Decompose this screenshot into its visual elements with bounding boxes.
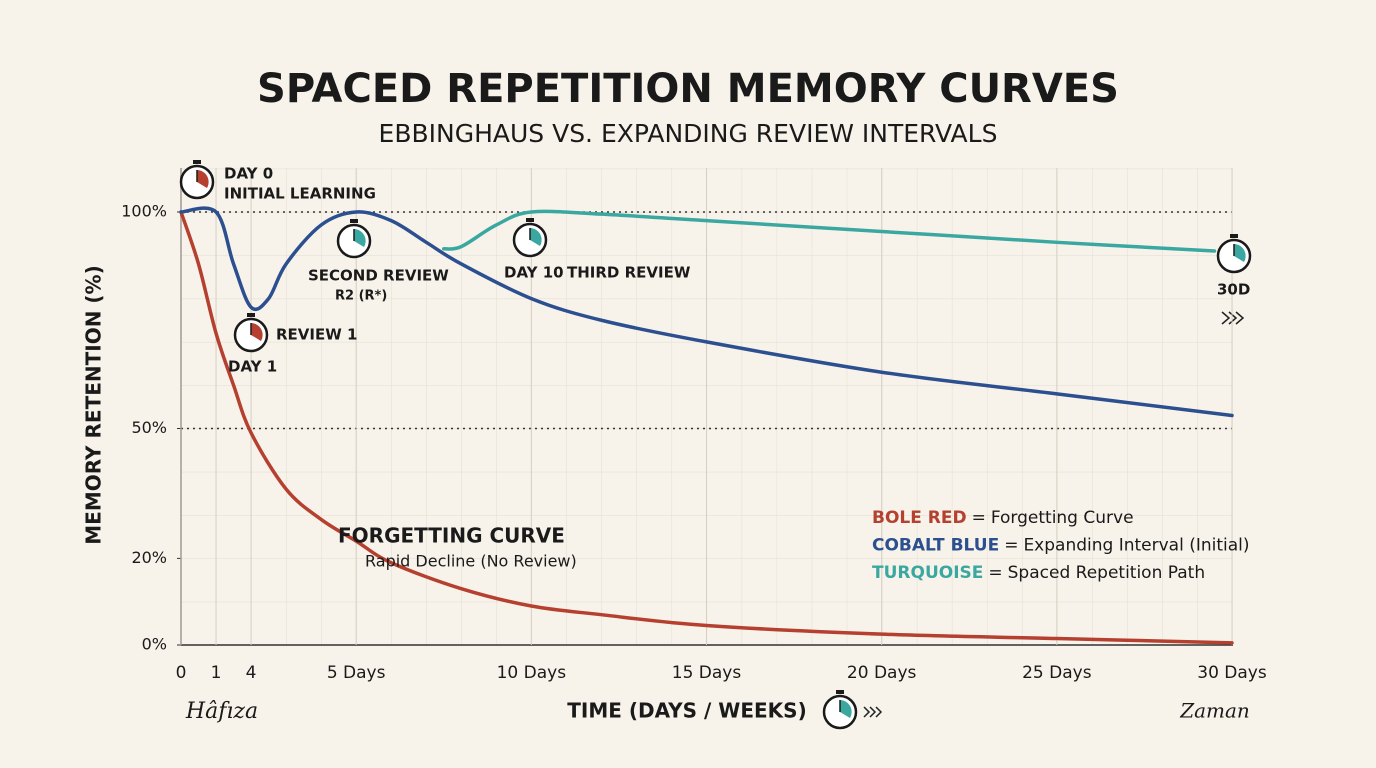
x-tick-label: 1	[211, 663, 222, 683]
stopwatch-icon	[512, 218, 548, 258]
x-tick-label: 25 Days	[1022, 663, 1092, 683]
stopwatch-sector	[354, 229, 366, 247]
stopwatch-sector	[530, 228, 542, 246]
annotation: DAY 10	[504, 264, 564, 282]
legend-separator: =	[1004, 536, 1018, 556]
stopwatch-icon	[822, 690, 858, 730]
stopwatch-button	[350, 219, 358, 223]
x-tick-label: 0	[176, 663, 187, 683]
stopwatch-icon	[336, 219, 372, 259]
annotation: THIRD REVIEW	[567, 264, 691, 282]
annotation: 30D	[1217, 281, 1250, 299]
series-line	[179, 210, 1234, 645]
x-axis-label: TIME (DAYS / WEEKS)	[567, 699, 806, 723]
legend-entry: TURQUOISE = Spaced Repetition Path	[872, 563, 1205, 583]
x-tick-label: 5 Days	[327, 663, 386, 683]
annotation: DAY 0	[224, 165, 273, 183]
legend-key: BOLE RED	[872, 508, 967, 528]
annotation: SECOND REVIEW	[308, 267, 449, 285]
stopwatch-sector	[840, 700, 852, 718]
x-tick-label: 4	[246, 663, 257, 683]
legend-label: Spaced Repetition Path	[1008, 563, 1205, 583]
y-tick-label: 0%	[142, 635, 167, 654]
x-tick-label: 15 Days	[672, 663, 742, 683]
stopwatch-icon	[233, 313, 269, 353]
legend-entry: COBALT BLUE = Expanding Interval (Initial)	[872, 536, 1250, 556]
legend-label: Forgetting Curve	[991, 508, 1134, 528]
x-tick-label: 10 Days	[497, 663, 567, 683]
stopwatch-sector	[197, 170, 209, 188]
stopwatch-sector	[251, 323, 263, 341]
legend-separator: =	[972, 508, 986, 528]
arrow-glyph	[863, 311, 1245, 718]
annotation: Rapid Decline (No Review)	[365, 552, 577, 571]
annotation: FORGETTING CURVE	[338, 524, 565, 548]
annotation: INITIAL LEARNING	[224, 185, 376, 203]
series-line	[442, 209, 1217, 253]
chart-title: SPACED REPETITION MEMORY CURVES	[257, 66, 1119, 112]
annotation: REVIEW 1	[276, 326, 357, 344]
stopwatch-sector	[1234, 244, 1246, 262]
annotation: R2 (R*)	[335, 289, 387, 304]
y-tick-label: 100%	[121, 202, 167, 221]
series-line	[179, 206, 1234, 418]
stopwatch-button	[247, 313, 255, 317]
stopwatch-icon	[1216, 234, 1252, 274]
stopwatch-button	[526, 218, 534, 222]
y-tick-label: 50%	[131, 418, 167, 437]
stopwatch-button	[193, 160, 201, 164]
stopwatch-icon	[179, 160, 215, 200]
legend-label: Expanding Interval (Initial)	[1023, 536, 1249, 556]
y-tick-label: 20%	[131, 548, 167, 567]
signature: Zaman	[1179, 699, 1250, 723]
legend-key: TURQUOISE	[872, 563, 983, 583]
stopwatch-button	[836, 690, 844, 694]
stopwatch-button	[1230, 234, 1238, 238]
legend-key: COBALT BLUE	[872, 536, 999, 556]
legend-separator: =	[988, 563, 1002, 583]
x-tick-label: 20 Days	[847, 663, 917, 683]
x-tick-label: 30 Days	[1197, 663, 1267, 683]
signature: Hâfıza	[185, 699, 258, 724]
legend-entry: BOLE RED = Forgetting Curve	[872, 508, 1134, 528]
y-axis-label: MEMORY RETENTION (%)	[82, 265, 106, 544]
chart-subtitle: EBBINGHAUS VS. EXPANDING REVIEW INTERVAL…	[379, 119, 998, 148]
annotation: DAY 1	[228, 358, 277, 376]
